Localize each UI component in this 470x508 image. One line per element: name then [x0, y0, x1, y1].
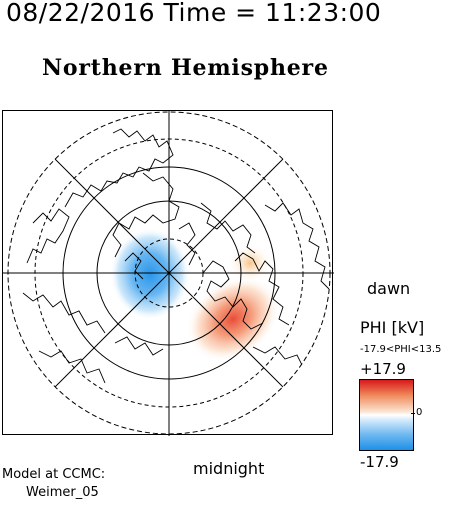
midnight-label: midnight [193, 459, 265, 478]
legend-zero-label: 0 [416, 407, 423, 418]
model-credit-line2: Weimer_05 [26, 485, 99, 500]
meridian-lines [3, 111, 334, 436]
polar-map-canvas [3, 111, 334, 436]
positive-potential-cell [186, 276, 280, 362]
legend-title: PHI [kV] [360, 318, 425, 337]
legend-min-label: -17.9 [360, 453, 399, 471]
legend-max-label: +17.9 [360, 360, 406, 378]
color-bar [359, 379, 414, 451]
polar-map [2, 110, 334, 436]
coastlines [22, 128, 330, 384]
model-credit-line1: Model at CCMC: [2, 467, 106, 482]
dawn-label: dawn [367, 279, 411, 298]
map-title: Northern Hemisphere [42, 55, 329, 81]
negative-potential-cell [110, 228, 190, 320]
potential-pattern [110, 228, 280, 362]
timestamp: 08/22/2016 Time = 11:23:00 [6, 0, 382, 27]
color-bar-zero-tick [411, 413, 415, 414]
legend-range: -17.9<PHI<13.5 [360, 344, 442, 355]
